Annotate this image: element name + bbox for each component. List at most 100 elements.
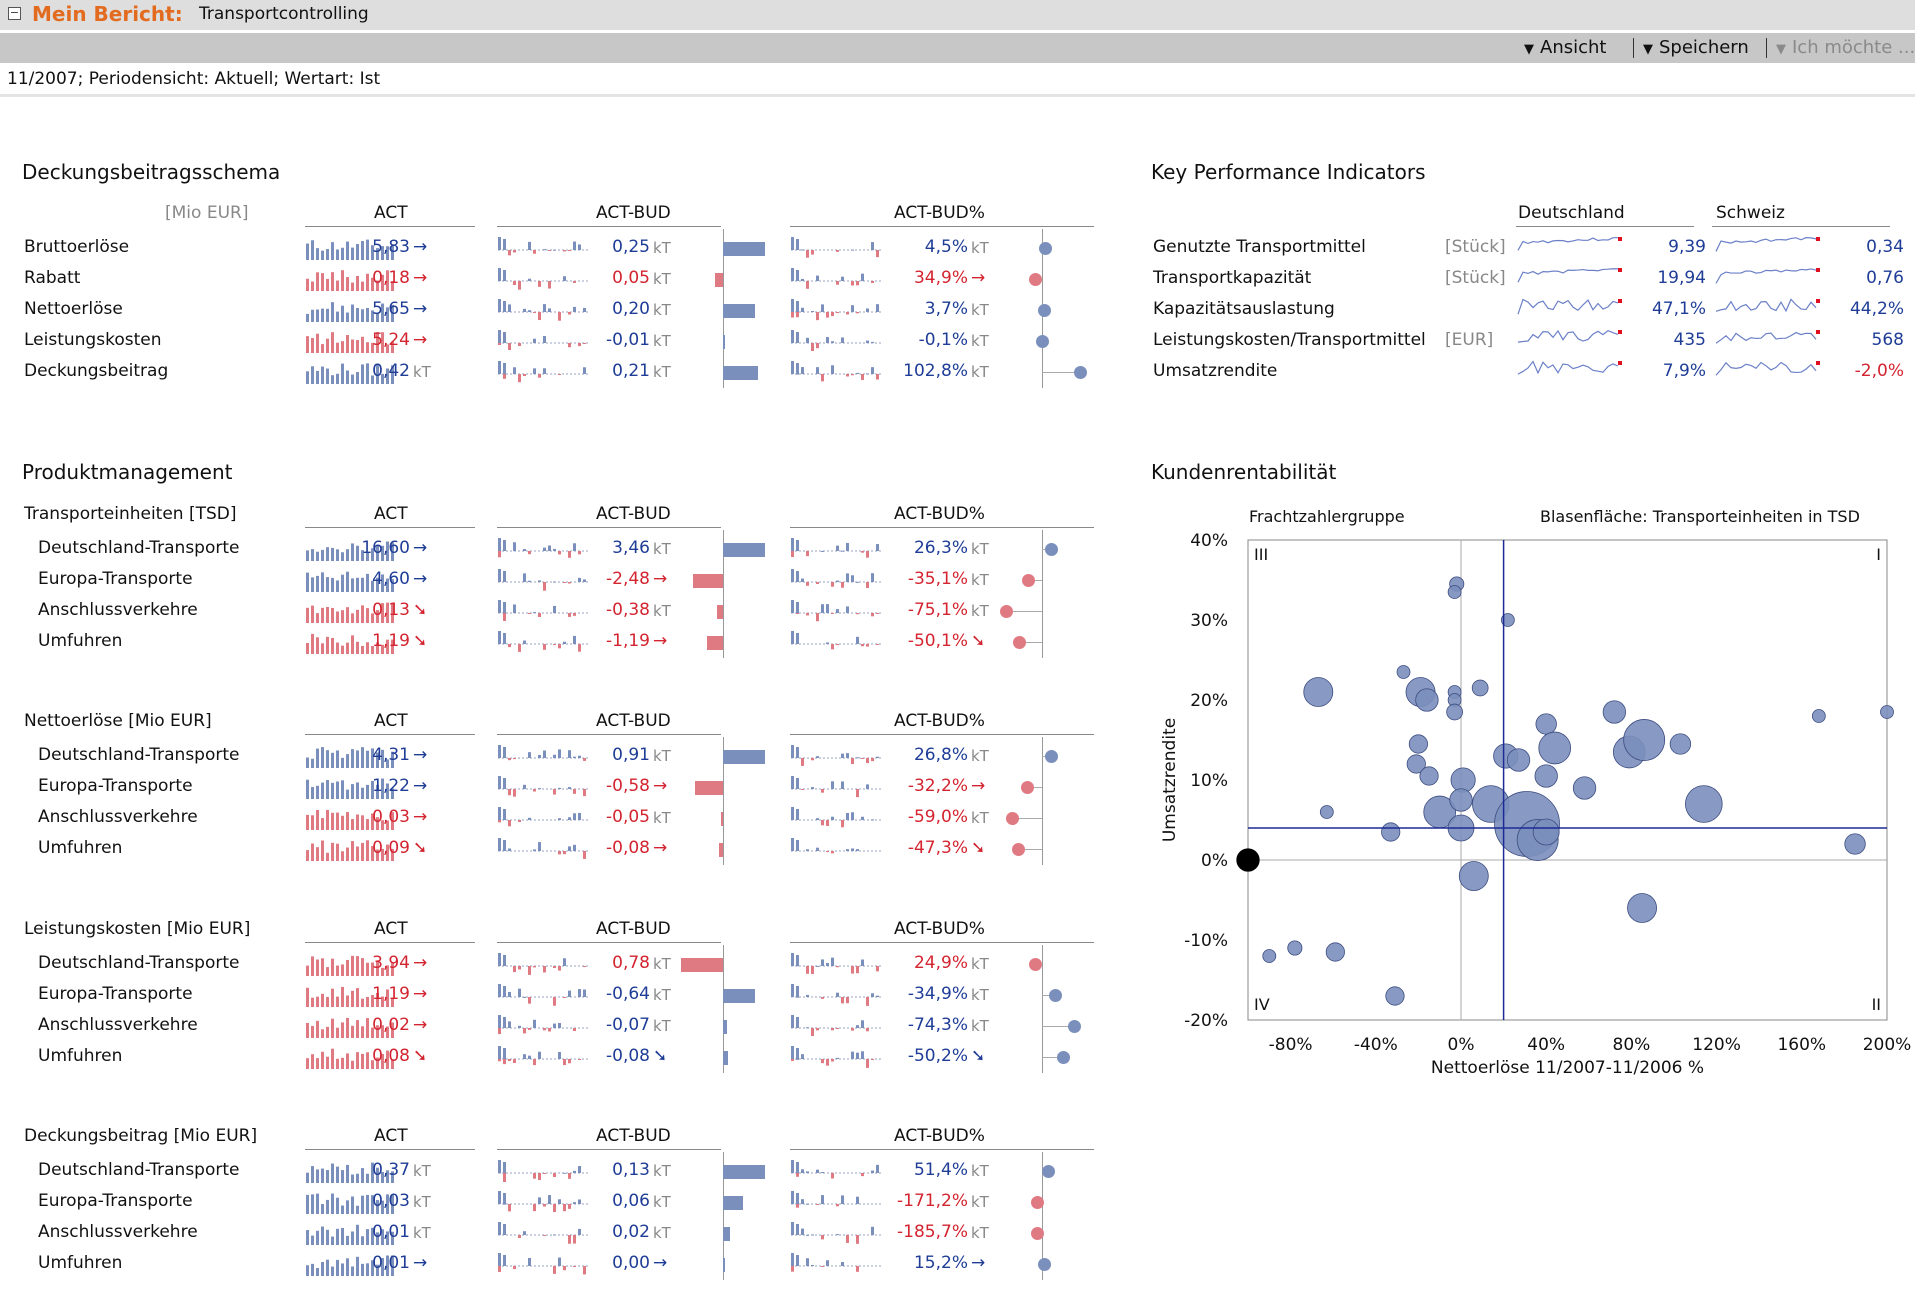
act-spark-bar <box>306 850 309 861</box>
act-spark-bar <box>346 277 349 291</box>
dev-spark-bar <box>796 996 799 998</box>
act-spark-bar <box>331 607 334 623</box>
act-spark-bar <box>336 1259 339 1276</box>
save-menu-button[interactable]: ▼ Speichern <box>1643 37 1749 58</box>
act-spark-bar <box>321 250 324 260</box>
dev-spark-bar <box>816 847 819 851</box>
act-value: 0,42 <box>372 361 410 381</box>
dev-spark-bar <box>856 281 859 286</box>
dev-spark-bar <box>498 820 501 823</box>
act-spark-bar <box>371 1027 374 1038</box>
dev-spark-bar <box>543 1204 546 1207</box>
dev-spark-bar <box>548 281 551 289</box>
act-spark-bar <box>386 844 389 861</box>
dev-spark-bar <box>816 756 819 758</box>
deviation-axis <box>723 1152 724 1280</box>
act-spark-bar <box>311 1194 314 1214</box>
pct-dot <box>1012 636 1026 649</box>
act-spark-bar <box>386 1026 389 1038</box>
dev-spark-bar <box>508 848 511 851</box>
dev-spark-bar <box>836 609 839 613</box>
header-rule <box>497 226 721 227</box>
dev-spark-bar <box>791 1059 794 1061</box>
dev-spark-bar <box>851 249 854 251</box>
view-menu-button[interactable]: ▼ Ansicht <box>1524 37 1606 58</box>
dev-spark-bar <box>533 1019 536 1028</box>
bubble-point <box>1844 833 1866 855</box>
dev-spark-bar <box>573 844 576 851</box>
act-spark-bar <box>361 842 364 861</box>
dev-spark-bar <box>836 1057 839 1059</box>
dev-spark-bar <box>528 1257 531 1266</box>
act-spark-bar <box>326 547 329 561</box>
dev-spark-bar <box>861 273 864 281</box>
act-spark-bar <box>386 602 389 623</box>
act-spark-bar <box>311 1235 314 1245</box>
dev-spark-bar <box>553 966 556 969</box>
dev-spark-bar <box>573 306 576 312</box>
dev-spark-bar <box>801 758 804 766</box>
want-menu-button[interactable]: ▼ Ich möchte ... <box>1776 37 1915 58</box>
dev-spark-bar <box>806 1234 809 1236</box>
pct-dot <box>1074 366 1087 379</box>
act-spark-bar <box>371 613 374 623</box>
act-spark-bar <box>316 785 319 799</box>
act-spark-bar <box>371 580 374 592</box>
act-spark-bar <box>326 852 329 861</box>
kt-marker: kT <box>653 986 671 1004</box>
kt-marker: kT <box>653 1224 671 1242</box>
kt-marker: kT <box>971 571 989 589</box>
trend-arrow-icon: → <box>653 776 668 796</box>
act-spark-bar <box>356 1052 359 1069</box>
dev-spark-bar <box>573 241 576 250</box>
act-spark-bar <box>341 247 344 260</box>
act-spark-bar <box>371 748 374 768</box>
deviation-sparkline <box>791 984 881 1006</box>
act-spark-bar <box>361 550 364 561</box>
dev-spark-bar <box>801 1054 804 1059</box>
row-label: Bruttoerlöse <box>24 237 130 257</box>
dev-spark-bar <box>806 1203 809 1205</box>
act-spark-bar <box>331 375 334 384</box>
row-label: Europa-Transporte <box>38 569 193 589</box>
act-spark-bar <box>376 280 379 291</box>
row-label: Deutschland-Transporte <box>38 953 240 973</box>
act-spark-bar <box>351 1025 354 1038</box>
header-rule <box>305 226 475 227</box>
collapse-icon[interactable]: − <box>8 6 21 20</box>
act-spark-bar <box>381 1258 384 1276</box>
act-spark-bar <box>321 993 324 1007</box>
dev-spark-bar <box>846 606 849 613</box>
dev-spark-bar <box>558 1257 561 1266</box>
dev-spark-bar <box>573 1028 576 1032</box>
row-label: Anschlussverkehre <box>38 1222 198 1242</box>
act-spark-bar <box>361 958 364 976</box>
dev-spark-bar <box>876 613 879 614</box>
dev-spark-bar <box>826 1260 829 1266</box>
kpi-value: 7,9% <box>1662 361 1706 381</box>
header-rule <box>497 1149 721 1150</box>
dev-spark-bar <box>821 1266 824 1267</box>
section-title-db: Deckungsbeitragsschema <box>22 160 281 184</box>
act-value: 0,01 <box>372 1253 410 1273</box>
dev-spark-bar <box>826 851 829 853</box>
dev-spark-bar <box>801 1199 804 1204</box>
dev-spark-bar <box>821 1171 824 1173</box>
dev-spark-bar <box>821 550 824 552</box>
bubble-point <box>1236 848 1260 872</box>
bubble-point <box>1534 764 1558 788</box>
act-spark-bar <box>381 303 384 322</box>
dev-spark-bar <box>568 1059 571 1064</box>
deviation-sparkline <box>498 299 590 321</box>
pct-dot-stem <box>1042 995 1057 996</box>
pct-dot-stem <box>1042 1057 1065 1058</box>
toolbar: ▼ Ansicht ▼ Speichern ▼ Ich möchte ... <box>0 33 1915 63</box>
act-spark-bar <box>316 1058 319 1069</box>
act-value: 0,08 <box>372 1046 410 1066</box>
act-spark-bar <box>371 645 374 654</box>
act-bud-pct-value: 3,7% <box>924 299 968 319</box>
act-bud-pct-value: 34,9% <box>913 268 968 288</box>
dev-spark-bar <box>796 1058 799 1060</box>
column-header-act: ACT <box>374 203 408 223</box>
act-spark-bar <box>376 992 379 1007</box>
